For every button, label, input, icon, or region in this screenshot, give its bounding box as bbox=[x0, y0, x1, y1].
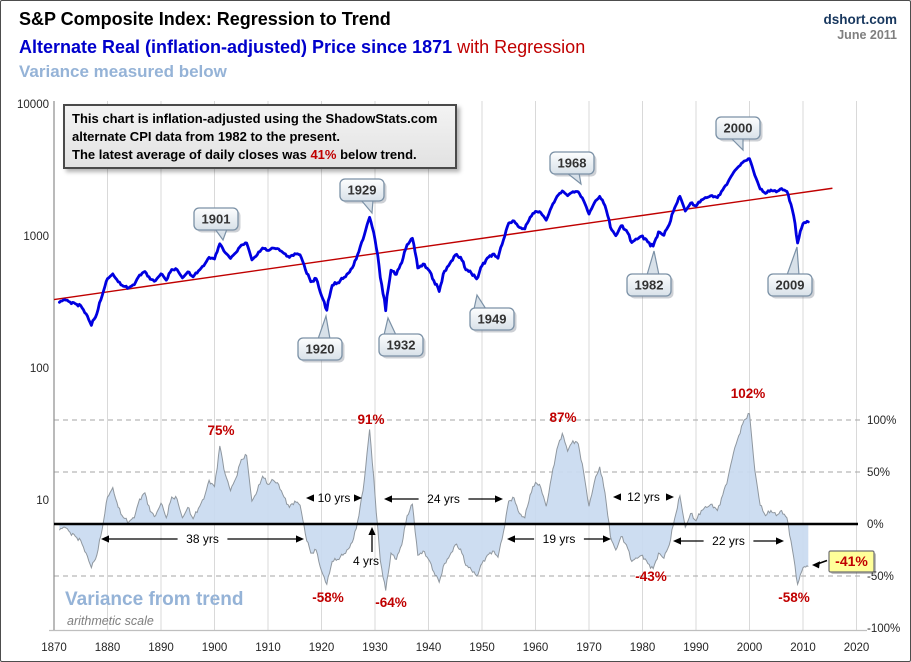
year-tick-1990: 1990 bbox=[683, 642, 709, 654]
year-tick-1930: 1930 bbox=[362, 642, 388, 654]
info-line-1: This chart is inflation-adjusted using t… bbox=[72, 111, 438, 126]
info-line-3: The latest average of daily closes was 4… bbox=[72, 146, 417, 162]
variance-tick--100: -100% bbox=[867, 623, 900, 635]
svg-text:1968: 1968 bbox=[558, 156, 587, 171]
svg-text:1929: 1929 bbox=[348, 183, 377, 198]
variance-scale-note: arithmetic scale bbox=[67, 614, 154, 628]
variance-tick-50: 50% bbox=[867, 467, 890, 479]
below-trend-percent: 41% bbox=[310, 146, 337, 162]
span-arrow-12-yrs: 12 yrs bbox=[613, 490, 674, 504]
svg-text:-41%: -41% bbox=[835, 553, 868, 569]
callout-1920: 1920 bbox=[297, 313, 345, 363]
callout-2009: 2009 bbox=[767, 246, 815, 299]
variance-extreme-label-5--64%: -64% bbox=[375, 595, 407, 610]
year-tick-1910: 1910 bbox=[255, 642, 281, 654]
span-arrow-19-yrs: 19 yrs bbox=[507, 532, 611, 546]
variance-extreme-label-4--58%: -58% bbox=[312, 590, 344, 605]
svg-text:1920: 1920 bbox=[306, 342, 335, 357]
svg-text:19 yrs: 19 yrs bbox=[543, 532, 576, 546]
callout-1982: 1982 bbox=[626, 250, 674, 299]
price-line-series bbox=[58, 157, 810, 327]
subtitle-note: Variance measured below bbox=[19, 62, 227, 81]
span-arrow-38-yrs: 38 yrs bbox=[101, 532, 304, 546]
chart-subtitle: Alternate Real (inflation-adjusted) Pric… bbox=[19, 37, 585, 58]
latest-variance-marker: -41% bbox=[812, 550, 876, 574]
svg-text:24 yrs: 24 yrs bbox=[427, 492, 460, 506]
svg-text:1949: 1949 bbox=[478, 312, 507, 327]
year-tick-1880: 1880 bbox=[95, 642, 121, 654]
axis-labels: 10000 1000 100 10 100% 50% 0% -50% -100% 1870 1880… bbox=[17, 99, 900, 654]
price-tick-100: 100 bbox=[30, 363, 49, 375]
svg-text:38 yrs: 38 yrs bbox=[186, 532, 219, 546]
variance-extreme-label-6--43%: -43% bbox=[635, 569, 667, 584]
duration-marker-4-yrs: 4 yrs bbox=[353, 527, 379, 568]
svg-text:1982: 1982 bbox=[635, 278, 664, 293]
subtitle-accent: with Regression bbox=[452, 37, 586, 57]
svg-text:2009: 2009 bbox=[776, 278, 805, 293]
year-tick-1890: 1890 bbox=[148, 642, 174, 654]
year-tick-1870: 1870 bbox=[41, 642, 67, 654]
info-box: This chart is inflation-adjusted using t… bbox=[63, 104, 457, 170]
svg-text:1901: 1901 bbox=[202, 212, 231, 227]
year-tick-2000: 2000 bbox=[737, 642, 763, 654]
page-title: S&P Composite Index: Regression to Trend bbox=[19, 9, 391, 29]
year-tick-1920: 1920 bbox=[309, 642, 335, 654]
variance-extreme-label-0-75%: 75% bbox=[207, 423, 234, 438]
svg-text:4 yrs: 4 yrs bbox=[353, 554, 379, 568]
subtitle-main: Alternate Real (inflation-adjusted) Pric… bbox=[19, 37, 453, 57]
svg-text:12 yrs: 12 yrs bbox=[627, 490, 660, 504]
price-tick-10: 10 bbox=[36, 495, 49, 507]
callout-1901: 1901 bbox=[193, 207, 241, 242]
svg-text:1932: 1932 bbox=[387, 338, 416, 353]
year-tick-2020: 2020 bbox=[844, 642, 870, 654]
span-arrow-22-yrs: 22 yrs bbox=[673, 534, 784, 548]
year-tick-2010: 2010 bbox=[790, 642, 816, 654]
chart-date: June 2011 bbox=[837, 28, 897, 42]
year-tick-1970: 1970 bbox=[576, 642, 602, 654]
site-link: dshort.com bbox=[823, 12, 897, 27]
variance-extreme-label-2-87%: 87% bbox=[549, 410, 576, 425]
svg-text:10 yrs: 10 yrs bbox=[318, 491, 351, 505]
svg-text:2000: 2000 bbox=[724, 121, 753, 136]
variance-area-outline bbox=[58, 412, 809, 591]
variance-tick--50: -50% bbox=[867, 571, 894, 583]
year-tick-1940: 1940 bbox=[416, 642, 442, 654]
variance-tick-100: 100% bbox=[867, 415, 896, 427]
info-line-2: alternate CPI data from 1982 to the pres… bbox=[72, 128, 341, 144]
variance-tick-0: 0% bbox=[867, 519, 884, 531]
callout-1968: 1968 bbox=[549, 151, 597, 186]
svg-text:22 yrs: 22 yrs bbox=[712, 534, 745, 548]
year-tick-1900: 1900 bbox=[202, 642, 228, 654]
callout-2000: 2000 bbox=[715, 116, 763, 152]
span-arrow-10-yrs: 10 yrs bbox=[306, 491, 362, 505]
price-tick-10000: 10000 bbox=[17, 99, 49, 111]
variance-extreme-label-7--58%: -58% bbox=[778, 590, 810, 605]
trend-line-series bbox=[53, 187, 833, 301]
year-tick-1950: 1950 bbox=[469, 642, 495, 654]
variance-panel-title: Variance from trend bbox=[65, 589, 244, 610]
callout-1949: 1949 bbox=[469, 293, 517, 333]
span-arrow-24-yrs: 24 yrs bbox=[384, 492, 503, 506]
variance-extreme-label-1-91%: 91% bbox=[357, 412, 384, 427]
price-tick-1000: 1000 bbox=[23, 231, 49, 243]
year-tick-1980: 1980 bbox=[630, 642, 656, 654]
variance-extreme-label-3-102%: 102% bbox=[731, 386, 766, 401]
year-tick-1960: 1960 bbox=[523, 642, 549, 654]
callout-1932: 1932 bbox=[378, 316, 426, 359]
callout-1929: 1929 bbox=[339, 178, 387, 215]
